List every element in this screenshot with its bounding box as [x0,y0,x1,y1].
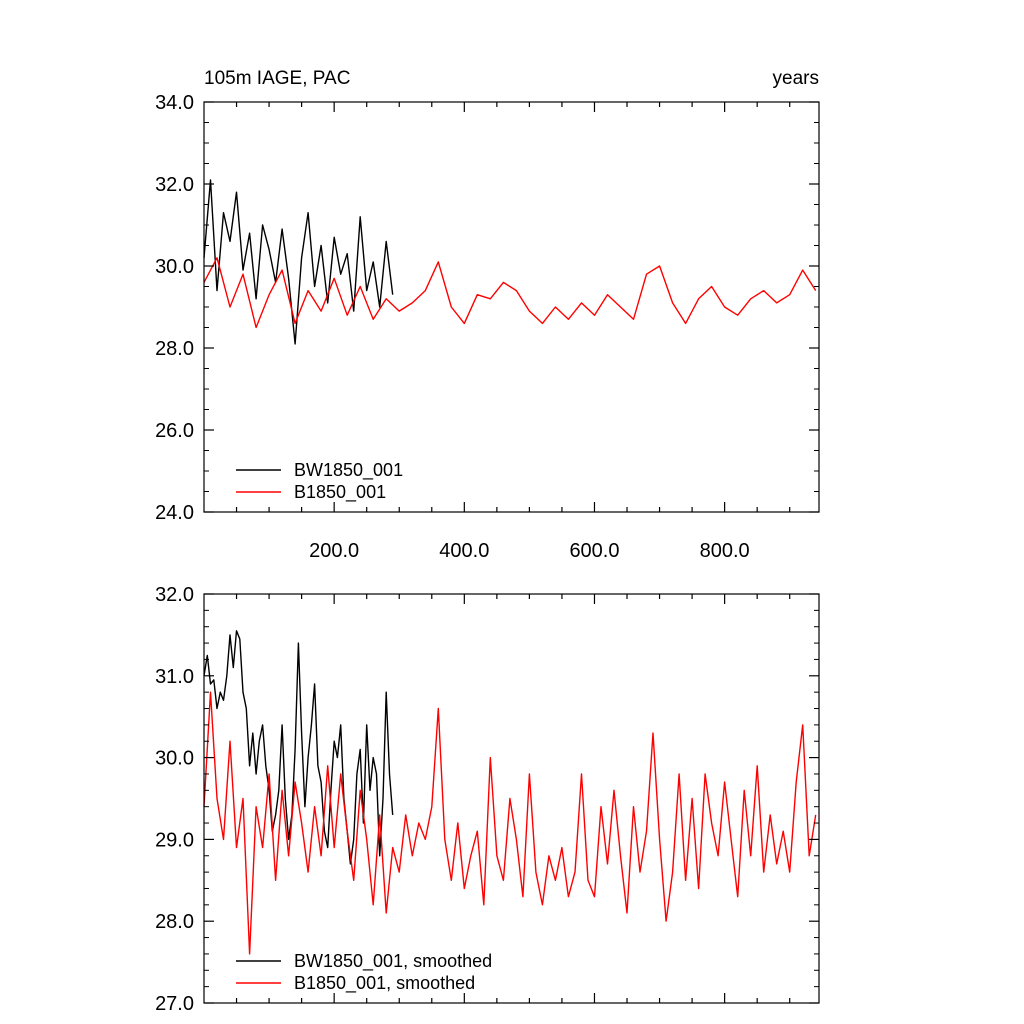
panel-1-y-tick-label: 31.0 [155,666,194,688]
panel-0-y-tick-label: 28.0 [155,338,194,360]
panel-0-y-tick-label: 24.0 [155,502,194,524]
panel-0-legend-label-0: BW1850_001 [294,460,403,481]
panel-1-legend-label-0: BW1850_001, smoothed [294,951,492,972]
panel-1-y-tick-label: 30.0 [155,748,194,770]
panel-0-x-tick-label: 800.0 [700,540,750,562]
panel-1-y-tick-label: 27.0 [155,993,194,1015]
panel-1-y-tick-label: 29.0 [155,829,194,851]
panel-1-series-1-line [203,691,817,955]
panel-0-x-tick-label: 600.0 [569,540,619,562]
bottom-panel: 32.0 31.0 30.0 29.0 28.0 27.0 BW1850_001, smoo… [155,584,820,1015]
panel-0-series-0-line [203,179,394,345]
panel-1-plot-frame [203,593,820,1004]
top-panel-title: 105m IAGE, PAC [204,68,350,89]
panel-0-y-tick-label: 26.0 [155,420,194,442]
panel-0-legend-label-1: B1850_001 [294,482,386,503]
panel-1-y-tick-label: 28.0 [155,911,194,933]
panel-1-y-tick-label: 32.0 [155,584,194,606]
panel-0-x-tick-label: 200.0 [309,540,359,562]
panel-1-legend-label-1: B1850_001, smoothed [294,973,475,994]
panel-0-y-tick-label: 30.0 [155,256,194,278]
panel-0-series-1-line [203,257,817,329]
top-panel-x-label: years [773,68,819,89]
panel-0-y-tick-label: 34.0 [155,92,194,114]
panel-0-x-tick-label: 400.0 [439,540,489,562]
panel-1-series-0-line [203,630,394,865]
panel-0-y-tick-label: 32.0 [155,174,194,196]
top-panel: 105m IAGE, PAC years 34.0 32.0 30.0 28.0 26.… [155,68,820,562]
